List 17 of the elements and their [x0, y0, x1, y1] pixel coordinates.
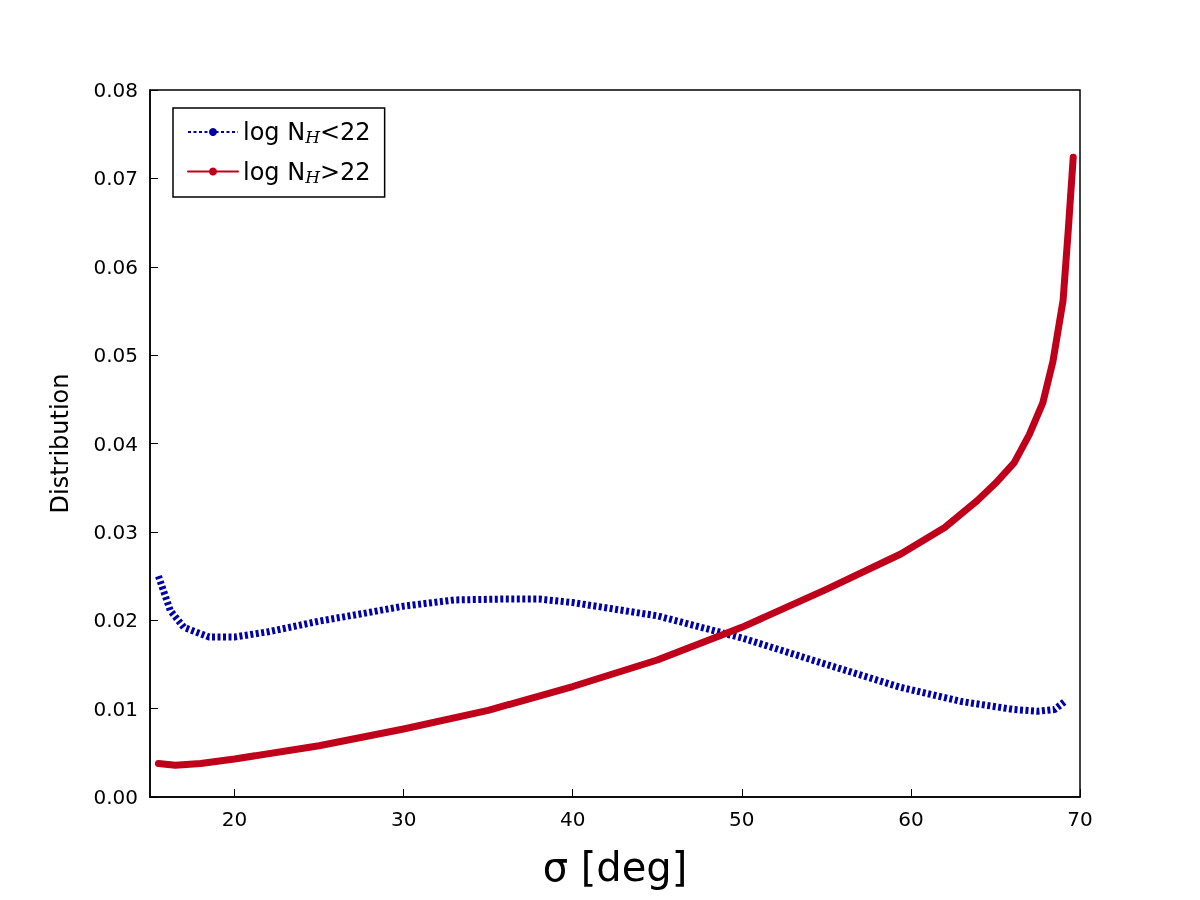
y-tick-label: 0.02	[93, 608, 138, 633]
y-tick-label: 0.01	[93, 696, 138, 721]
y-tick-label: 0.08	[93, 78, 138, 102]
y-tick-label: 0.03	[93, 519, 138, 544]
y-axis-title: Distribution	[46, 373, 74, 514]
x-tick-label: 40	[560, 807, 586, 831]
y-tick-label: 0.05	[93, 343, 138, 368]
x-tick-label: 50	[729, 807, 755, 831]
x-tick-label: 20	[221, 807, 248, 831]
y-tick-label: 0.00	[93, 785, 138, 809]
y-tick-label: 0.04	[93, 431, 138, 456]
x-axis-title: σ [deg]	[542, 844, 688, 890]
x-tick-label: 30	[390, 807, 417, 831]
x-tick-label: 60	[898, 807, 924, 831]
x-tick-label: 70	[1067, 807, 1093, 831]
y-tick-label: 0.06	[93, 254, 138, 279]
y-tick-label: 0.07	[93, 166, 138, 191]
